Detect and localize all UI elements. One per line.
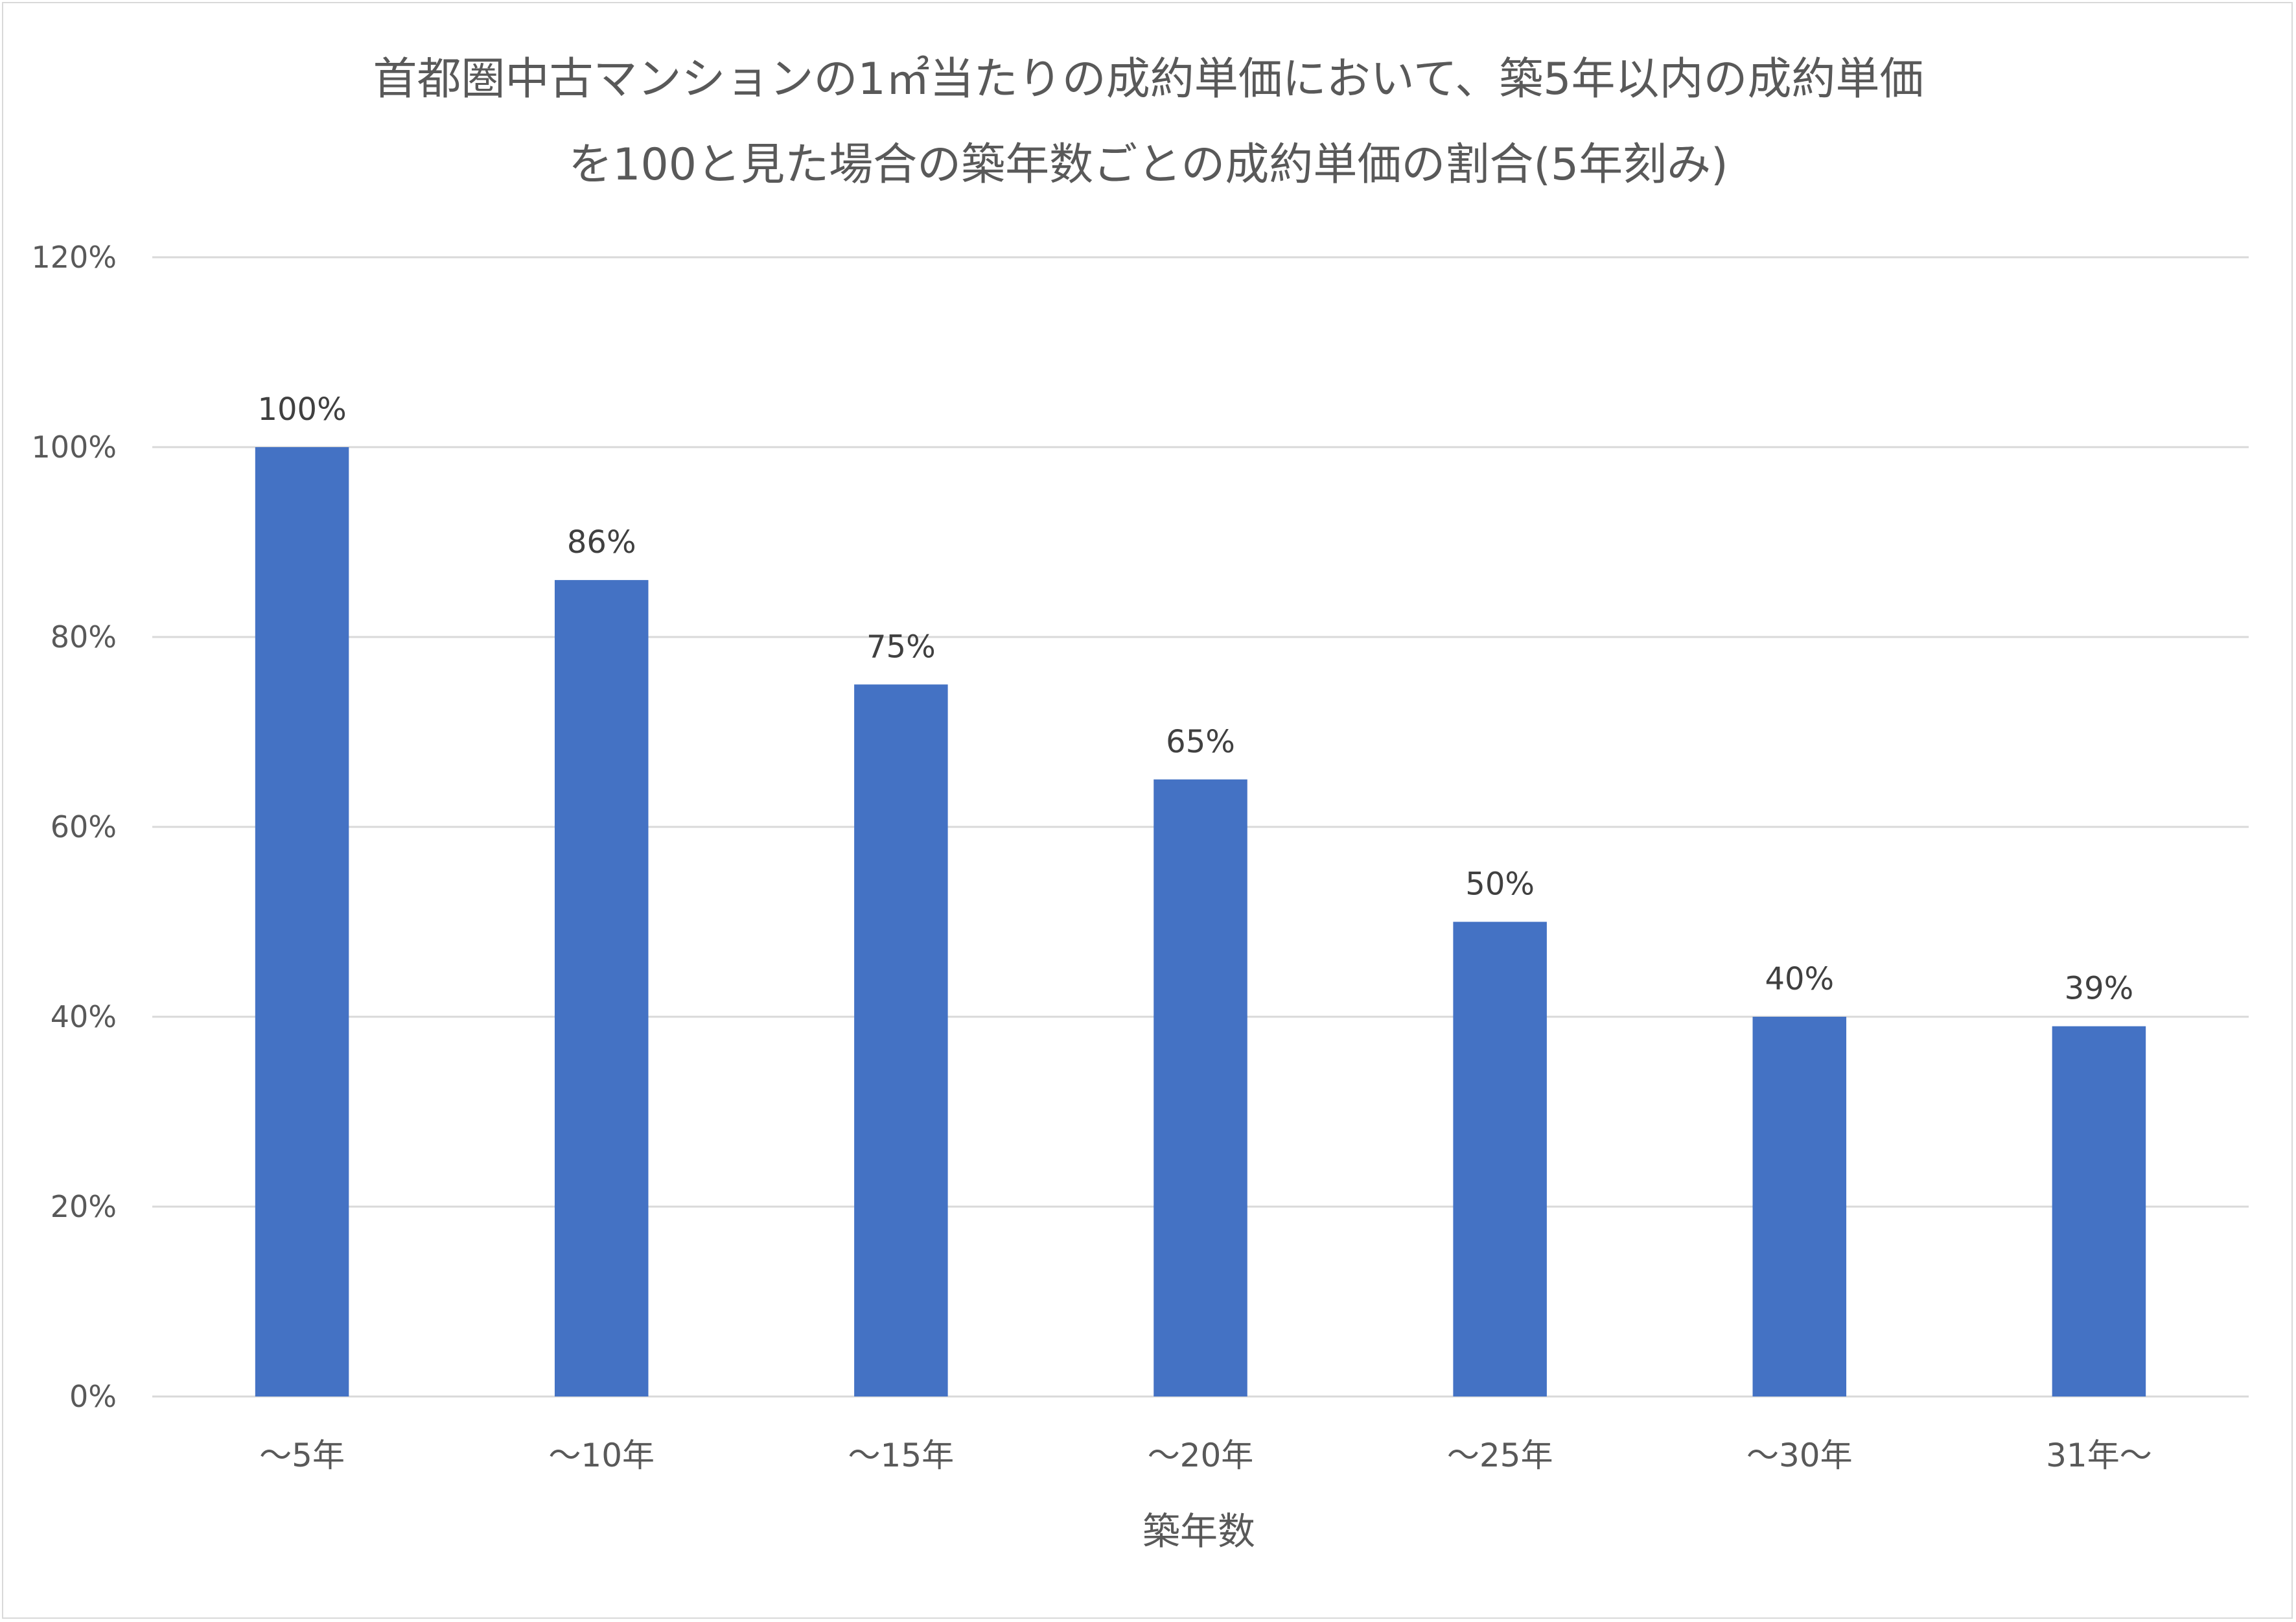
x-category-label-3: ～20年 (1148, 1437, 1254, 1474)
bars (255, 447, 2146, 1396)
data-label-2: 75% (866, 629, 936, 665)
chart-title-line-2: を100と見た場合の築年数ごとの成約単価の割合(5年刻み) (568, 139, 1728, 191)
data-labels: 100% 86% 75% 65% 50% 40% 39% (257, 391, 2133, 1007)
bar-1 (554, 580, 649, 1396)
data-label-5: 40% (1765, 961, 1834, 997)
y-tick-label: 40% (51, 999, 117, 1034)
y-tick-label: 120% (31, 240, 117, 275)
x-category-label-4: ～25年 (1447, 1437, 1553, 1474)
x-category-label-5: ～30年 (1746, 1437, 1853, 1474)
y-tick-label: 80% (51, 620, 117, 655)
x-category-label-2: ～15年 (848, 1437, 955, 1474)
bar-3 (1154, 779, 1247, 1396)
bar-0 (255, 447, 349, 1396)
bar-5 (1752, 1017, 1847, 1396)
data-label-6: 39% (2065, 971, 2134, 1007)
data-label-3: 65% (1166, 724, 1235, 760)
data-label-1: 86% (567, 524, 636, 561)
data-label-0: 100% (257, 391, 346, 428)
bar-4 (1453, 921, 1547, 1396)
data-label-4: 50% (1465, 866, 1535, 903)
x-category-label-6: 31年～ (2046, 1437, 2152, 1474)
y-tick-label: 0% (69, 1379, 117, 1414)
bar-2 (854, 684, 948, 1396)
chart-title-line-1: 首都圏中古マンションの1㎡当たりの成約単価において、築5年以内の成約単価 (373, 54, 1923, 105)
y-tick-label: 100% (31, 430, 117, 465)
y-tick-label: 20% (51, 1189, 117, 1224)
x-axis-title: 築年数 (1142, 1509, 1255, 1553)
x-category-label-1: ～10年 (548, 1437, 655, 1474)
y-axis-tick-labels: 0% 20% 40% 60% 80% 100% 120% (31, 240, 117, 1414)
x-axis-category-labels: ～5年 ～10年 ～15年 ～20年 ～25年 ～30年 31年～ (259, 1437, 2152, 1474)
bar-6 (2052, 1026, 2146, 1396)
bar-chart: 首都圏中古マンションの1㎡当たりの成約単価において、築5年以内の成約単価 を10… (31, 54, 2249, 1553)
chart-title: 首都圏中古マンションの1㎡当たりの成約単価において、築5年以内の成約単価 を10… (373, 54, 1923, 191)
y-tick-label: 60% (51, 809, 117, 844)
x-category-label-0: ～5年 (259, 1437, 345, 1474)
